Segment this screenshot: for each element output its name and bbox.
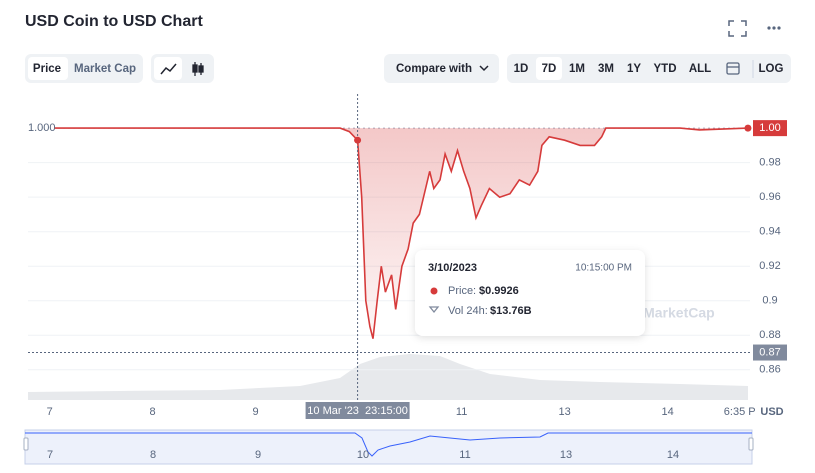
last-price-label: 1.00: [759, 122, 780, 134]
tooltip-volume: $13.76B: [490, 305, 532, 317]
crosshair-x-box: [305, 402, 410, 419]
fullscreen-icon[interactable]: [728, 20, 747, 37]
range-button[interactable]: 1D: [514, 63, 529, 75]
crosshair-y-box: [753, 344, 787, 361]
price-line: [54, 127, 748, 339]
y-tick-label: 0.92: [759, 260, 780, 272]
x-tick-label: 14: [661, 406, 673, 418]
currency: USD: [760, 406, 783, 418]
tooltip: [415, 250, 645, 336]
tooltip-dot: [430, 287, 438, 295]
navigator-label: 10: [357, 449, 369, 461]
nav-handle[interactable]: [23, 437, 29, 451]
navigator-label: 14: [667, 449, 679, 461]
log-toggle[interactable]: LOG: [759, 63, 784, 75]
more-icon[interactable]: [767, 26, 781, 30]
tooltip-price-label: Price:: [448, 285, 476, 297]
nav-handle[interactable]: [748, 437, 754, 451]
x-tick-label: 6:35 P: [724, 406, 756, 418]
y-tick-label: 0.86: [759, 364, 780, 376]
y-tick-label: 0.96: [759, 191, 780, 203]
crosshair-y-label: 0.87: [759, 346, 780, 358]
tab-active[interactable]: [28, 57, 68, 80]
tab[interactable]: Market Cap: [74, 63, 136, 75]
range-group: [507, 54, 791, 83]
crosshair-x-label: 10 Mar '23 23:15:00: [307, 405, 408, 417]
volume-area: [28, 354, 748, 400]
navigator-label: 13: [560, 449, 572, 461]
range-button[interactable]: 3M: [598, 63, 614, 75]
navigator-label: 7: [47, 449, 53, 461]
last-price-box: [753, 120, 787, 137]
reference-label: 1.000: [28, 122, 56, 134]
navigator-label: 9: [255, 449, 261, 461]
chevron: [479, 65, 489, 72]
tooltip-price: $0.9926: [479, 285, 519, 297]
tab[interactable]: Price: [33, 63, 61, 75]
x-tick-label: 9: [253, 406, 259, 418]
range-button[interactable]: ALL: [689, 63, 711, 75]
title: USD Coin to USD Chart: [25, 13, 203, 30]
range-button[interactable]: 1Y: [627, 63, 641, 75]
x-tick-label: 13: [558, 406, 570, 418]
tooltip-date: 3/10/2023: [428, 262, 477, 274]
compare-select[interactable]: [384, 54, 499, 83]
x-tick-label: 7: [47, 406, 53, 418]
range-button[interactable]: 1M: [569, 63, 585, 75]
y-tick-label: 0.98: [759, 157, 780, 169]
range-button[interactable]: YTD: [654, 63, 677, 75]
navigator-label: 11: [459, 449, 470, 461]
range-button[interactable]: 7D: [542, 63, 557, 75]
line-icon[interactable]: [160, 63, 177, 75]
navigator-line: [25, 432, 752, 457]
tooltip-vol-icon: [428, 306, 440, 314]
tooltip-volume-label: Vol 24h:: [448, 305, 488, 317]
line-type-active[interactable]: [154, 57, 182, 80]
tooltip-time: 10:15:00 PM: [575, 263, 632, 274]
y-tick-label: 0.9: [762, 295, 777, 307]
last-point: [744, 124, 752, 132]
x-tick-label: 8: [150, 406, 156, 418]
range-active[interactable]: [536, 57, 562, 80]
x-tick-label: 11: [456, 406, 467, 418]
navigator-label: 8: [150, 449, 156, 461]
compare-label[interactable]: Compare with: [396, 63, 472, 75]
candle-icon[interactable]: [192, 62, 204, 76]
area-fill: [54, 128, 748, 339]
calendar-icon[interactable]: [726, 62, 740, 75]
y-tick-label: 0.94: [759, 226, 780, 238]
hover-point: [354, 136, 362, 144]
y-tick-label: 0.88: [759, 329, 780, 341]
